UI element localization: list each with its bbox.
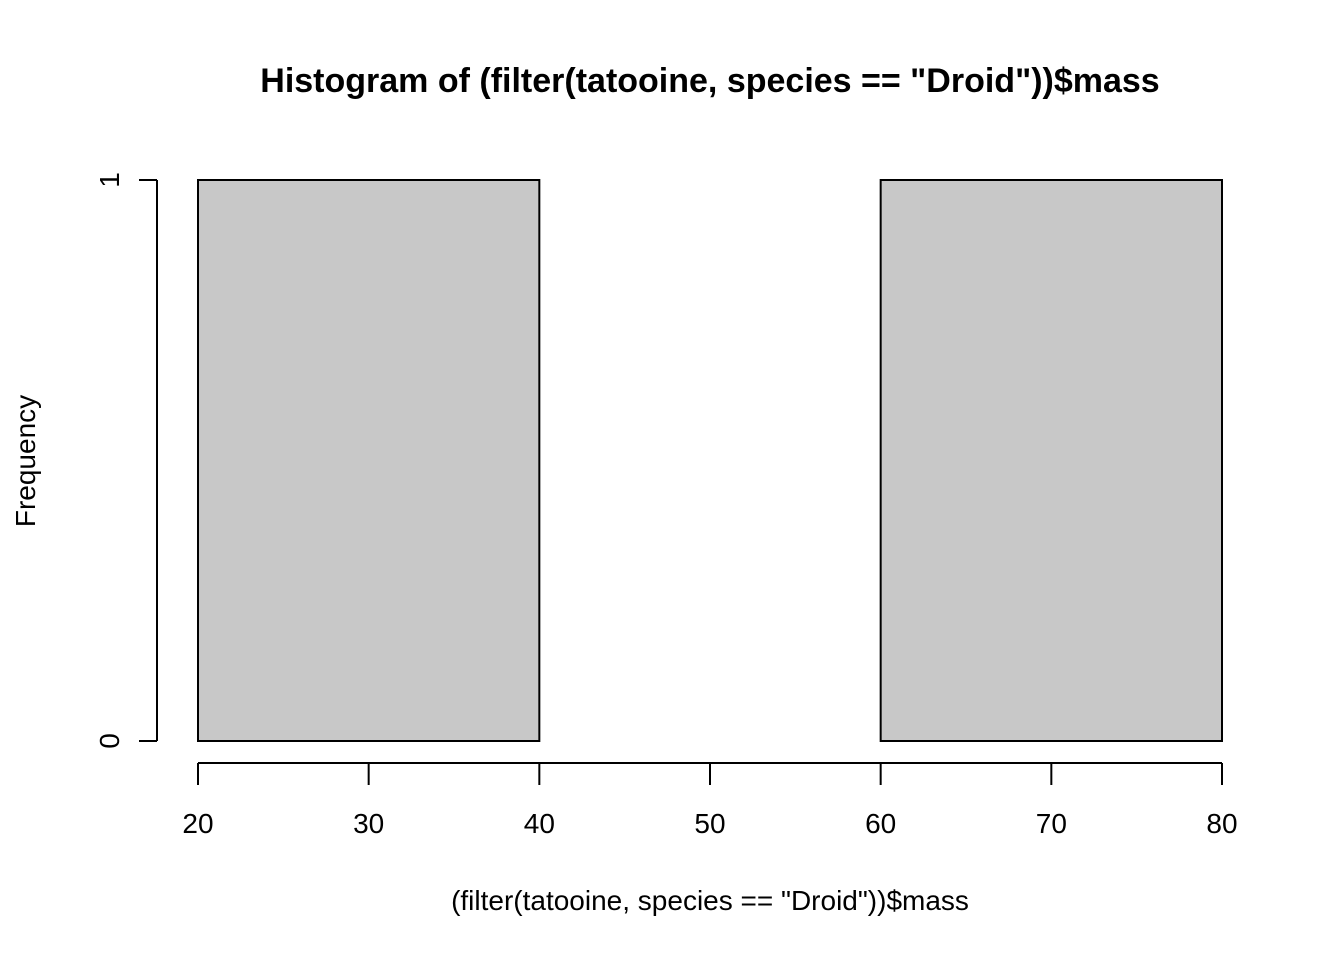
bars-group <box>197 179 1224 742</box>
x-tick-label: 70 <box>1036 808 1067 839</box>
y-tick-label: 1 <box>94 172 125 188</box>
x-tick-label: 20 <box>182 808 213 839</box>
y-tick-label: 0 <box>94 733 125 749</box>
histogram-bar-3 <box>879 179 1224 742</box>
chart-title: Histogram of (filter(tatooine, species =… <box>260 62 1159 100</box>
x-tick-label: 80 <box>1206 808 1237 839</box>
x-axis: 20 30 40 50 60 70 80 <box>182 762 1238 839</box>
x-tick-label: 50 <box>694 808 725 839</box>
x-axis-label: (filter(tatooine, species == "Droid"))$m… <box>451 885 969 916</box>
histogram-bar-1 <box>197 179 541 742</box>
y-axis: 01 <box>94 172 158 749</box>
x-tick-label: 40 <box>524 808 555 839</box>
x-tick-label: 60 <box>865 808 896 839</box>
y-axis-label: Frequency <box>10 395 41 527</box>
x-tick-label: 30 <box>353 808 384 839</box>
